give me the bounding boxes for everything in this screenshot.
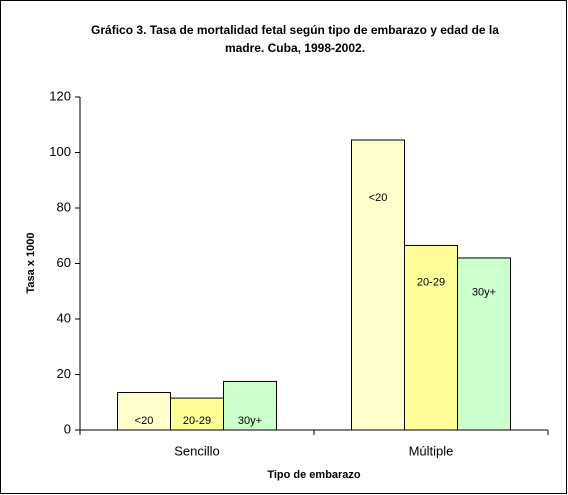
bar: [117, 392, 171, 431]
bar: [170, 397, 224, 431]
bar-label: 20-29: [417, 276, 445, 288]
y-tick-label: 80: [57, 199, 71, 214]
y-tick-label: 60: [57, 255, 71, 270]
bar-label: <20: [135, 415, 154, 427]
x-tick-label: Sencillo: [174, 443, 220, 458]
bar: [223, 380, 277, 431]
bar: [404, 244, 458, 431]
bar-label: <20: [369, 192, 388, 204]
bar-label: 30y+: [238, 415, 262, 427]
x-axis-label: Tipo de embarazo: [267, 469, 361, 481]
y-axis-label: Tasa x 1000: [25, 233, 37, 294]
bar-label: 20-29: [183, 415, 211, 427]
y-tick-label: 20: [57, 366, 71, 381]
y-tick-label: 120: [49, 88, 71, 103]
bar-label: 30y+: [472, 286, 496, 298]
x-tick-label: Múltiple: [409, 443, 454, 458]
bar: [351, 139, 405, 431]
y-tick-label: 40: [57, 310, 71, 325]
y-tick-label: 100: [49, 144, 71, 159]
chart-title: Gráfico 3. Tasa de mortalidad fetal segú…: [91, 23, 499, 55]
bar: [457, 257, 511, 431]
y-tick-label: 0: [64, 421, 71, 436]
